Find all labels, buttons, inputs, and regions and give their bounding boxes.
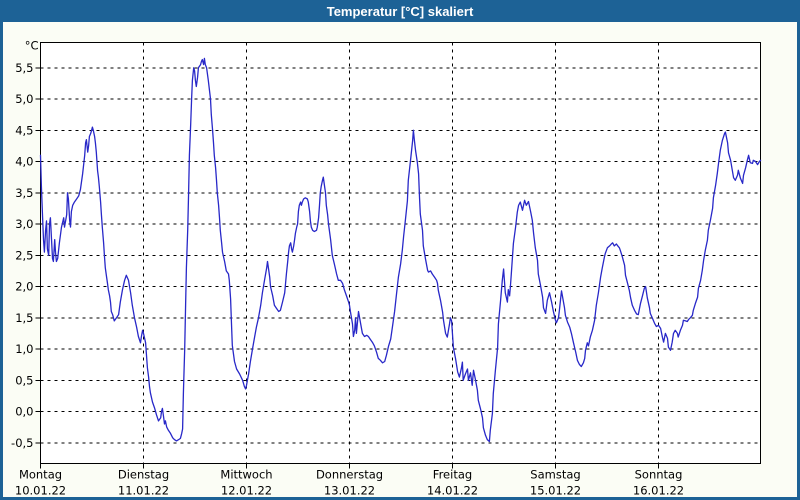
y-tick-label: 0,5 (15, 373, 33, 387)
x-date-label: 11.01.22 (118, 484, 169, 498)
x-date-label: 15.01.22 (530, 484, 581, 498)
x-day-label: Sonntag (635, 468, 683, 482)
title-bar: Temperatur [°C] skaliert (0, 0, 800, 22)
y-tick-label: 1,0 (15, 342, 33, 356)
y-tick-label: 4,5 (15, 123, 33, 137)
x-date-label: 10.01.22 (15, 484, 66, 498)
y-tick-label: 2,0 (15, 280, 33, 294)
y-tick-label: -0,5 (11, 436, 33, 450)
plot-border (40, 42, 761, 464)
x-date-label: 13.01.22 (324, 484, 375, 498)
x-date-label: 12.01.22 (221, 484, 272, 498)
y-tick-label: 3,0 (15, 217, 33, 231)
y-tick-label: 4,0 (15, 155, 33, 169)
x-day-label: Freitag (433, 468, 472, 482)
y-tick-label: 0,0 (15, 405, 33, 419)
y-unit-label: °C (25, 39, 39, 53)
y-tick-label: 3,5 (15, 186, 33, 200)
y-tick-label: 5,0 (15, 92, 33, 106)
y-tick-label: 5,5 (15, 61, 33, 75)
x-day-label: Samstag (530, 468, 580, 482)
x-date-label: 16.01.22 (633, 484, 684, 498)
y-tick-label: 2,5 (15, 248, 33, 262)
x-day-label: Montag (19, 468, 62, 482)
window-title: Temperatur [°C] skaliert (326, 3, 474, 19)
x-date-label: 14.01.22 (427, 484, 478, 498)
x-day-label: Mittwoch (220, 468, 272, 482)
x-day-label: Dienstag (118, 468, 169, 482)
temperature-series-line (39, 57, 762, 443)
y-tick-label: 1,5 (15, 311, 33, 325)
x-day-label: Donnerstag (316, 468, 383, 482)
